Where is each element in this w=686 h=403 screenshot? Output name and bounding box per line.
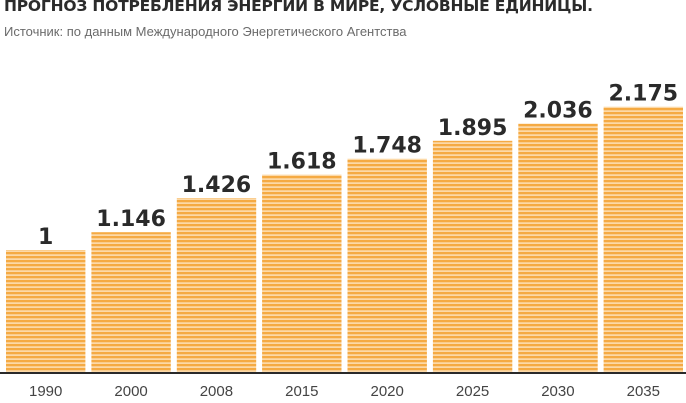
value-label-2035: 2.175 <box>609 82 679 107</box>
value-label-2000: 1.146 <box>96 207 166 232</box>
x-tick-2020: 2020 <box>371 383 404 400</box>
bar-2020 <box>347 158 427 372</box>
bar-2015 <box>262 174 342 372</box>
x-tick-2025: 2025 <box>456 383 489 400</box>
chart-title: ПРОГНОЗ ПОТРЕБЛЕНИЯ ЭНЕРГИИ В МИРЕ, УСЛО… <box>4 0 593 15</box>
x-tick-2030: 2030 <box>541 383 574 400</box>
value-label-2025: 1.895 <box>438 116 508 141</box>
x-tick-2000: 2000 <box>114 383 147 400</box>
bar-2035 <box>603 106 683 372</box>
value-label-2020: 1.748 <box>352 134 422 159</box>
x-tick-2008: 2008 <box>200 383 233 400</box>
x-tick-2015: 2015 <box>285 383 318 400</box>
bar-2030 <box>518 123 598 372</box>
x-tick-2035: 2035 <box>627 383 660 400</box>
bar-2008 <box>176 198 257 372</box>
value-labels-group: 1 1.146 1.426 1.618 1.748 1.895 2.036 2.175 <box>38 82 678 250</box>
bars-group <box>6 106 683 372</box>
bar-1990 <box>6 250 86 372</box>
bar-2000 <box>91 232 171 372</box>
value-label-2030: 2.036 <box>523 99 593 124</box>
value-label-2015: 1.618 <box>267 150 337 175</box>
x-tick-1990: 1990 <box>29 383 62 400</box>
bar-2025 <box>432 140 513 372</box>
value-label-1990: 1 <box>38 225 53 250</box>
chart-subtitle: Источник: по данным Международного Энерг… <box>4 24 407 39</box>
x-tick-labels-group: 1990 2000 2008 2015 2020 2025 2030 2035 <box>29 383 660 400</box>
value-label-2008: 1.426 <box>182 173 252 198</box>
